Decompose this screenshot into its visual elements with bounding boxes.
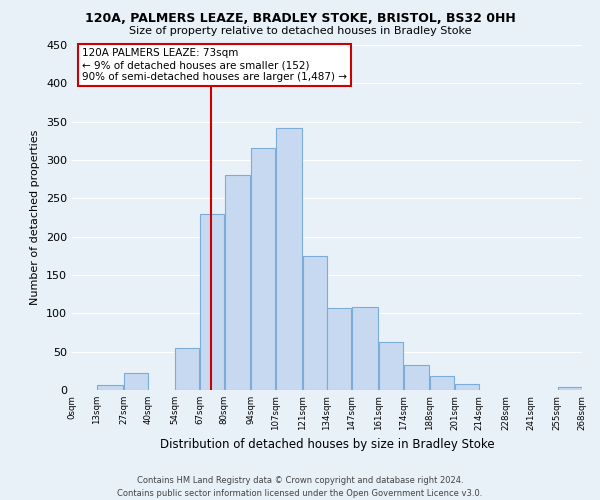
Bar <box>303 256 326 390</box>
Bar <box>276 128 302 390</box>
Bar <box>352 307 378 390</box>
Bar <box>97 386 123 390</box>
Bar <box>124 373 148 390</box>
Bar <box>225 176 250 390</box>
Text: Contains HM Land Registry data © Crown copyright and database right 2024.
Contai: Contains HM Land Registry data © Crown c… <box>118 476 482 498</box>
Bar <box>455 384 479 390</box>
Bar <box>404 364 429 390</box>
Text: 120A, PALMERS LEAZE, BRADLEY STOKE, BRISTOL, BS32 0HH: 120A, PALMERS LEAZE, BRADLEY STOKE, BRIS… <box>85 12 515 26</box>
Bar <box>175 348 199 390</box>
Bar <box>251 148 275 390</box>
Bar <box>379 342 403 390</box>
Bar <box>328 308 351 390</box>
Bar <box>430 376 454 390</box>
Text: 120A PALMERS LEAZE: 73sqm
← 9% of detached houses are smaller (152)
90% of semi-: 120A PALMERS LEAZE: 73sqm ← 9% of detach… <box>82 48 347 82</box>
Bar <box>200 214 224 390</box>
Y-axis label: Number of detached properties: Number of detached properties <box>31 130 40 305</box>
Text: Size of property relative to detached houses in Bradley Stoke: Size of property relative to detached ho… <box>129 26 471 36</box>
X-axis label: Distribution of detached houses by size in Bradley Stoke: Distribution of detached houses by size … <box>160 438 494 451</box>
Bar <box>558 387 581 390</box>
